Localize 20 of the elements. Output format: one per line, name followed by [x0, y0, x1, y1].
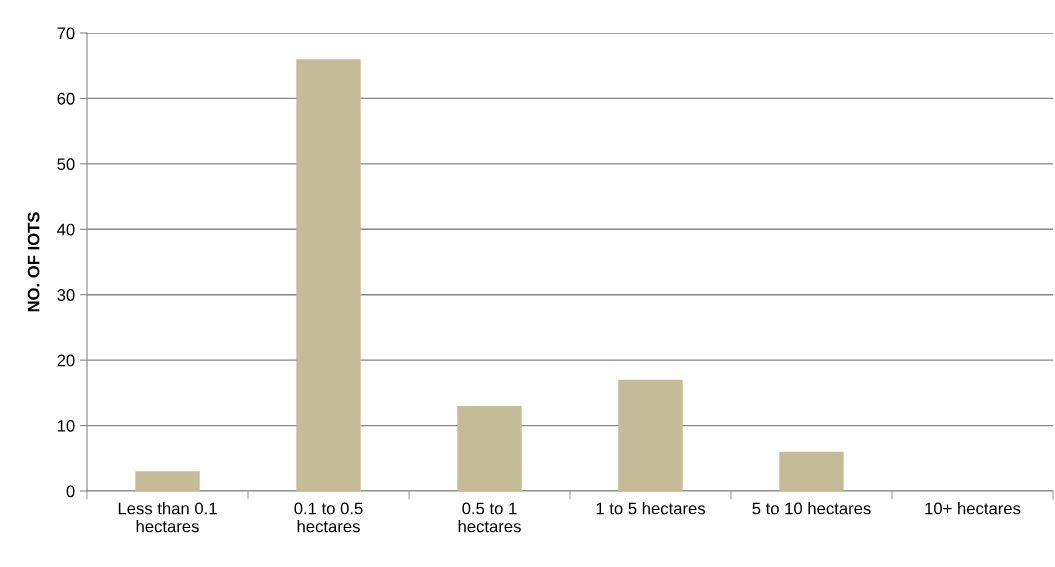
- y-tick-label: 0: [66, 485, 75, 498]
- bar: [618, 379, 683, 491]
- x-tick-label: 1 to 5 hectares: [596, 502, 706, 515]
- y-tick-label: 70: [57, 27, 75, 40]
- y-tick-label: 30: [57, 289, 75, 301]
- y-tick-label: 50: [57, 158, 75, 171]
- y-tick-label: 10: [57, 419, 75, 432]
- x-tick-label: Less than 0.1 hectares: [118, 502, 217, 533]
- x-tick-label: 0.1 to 0.5 hectares: [294, 502, 363, 533]
- y-tick-label: 40: [57, 223, 75, 236]
- x-tick-label: 5 to 10 hectares: [752, 502, 871, 515]
- bar: [779, 451, 844, 491]
- bar: [296, 59, 361, 491]
- x-tick-label: 0.5 to 1 hectares: [458, 502, 521, 533]
- x-tick-label: 10+ hectares: [925, 502, 1021, 515]
- y-axis-title: NO. OF IOTS: [27, 212, 40, 312]
- bar: [135, 471, 200, 491]
- bar: [457, 405, 522, 491]
- y-tick-label: 20: [57, 354, 75, 367]
- y-tick-label: 60: [57, 92, 75, 105]
